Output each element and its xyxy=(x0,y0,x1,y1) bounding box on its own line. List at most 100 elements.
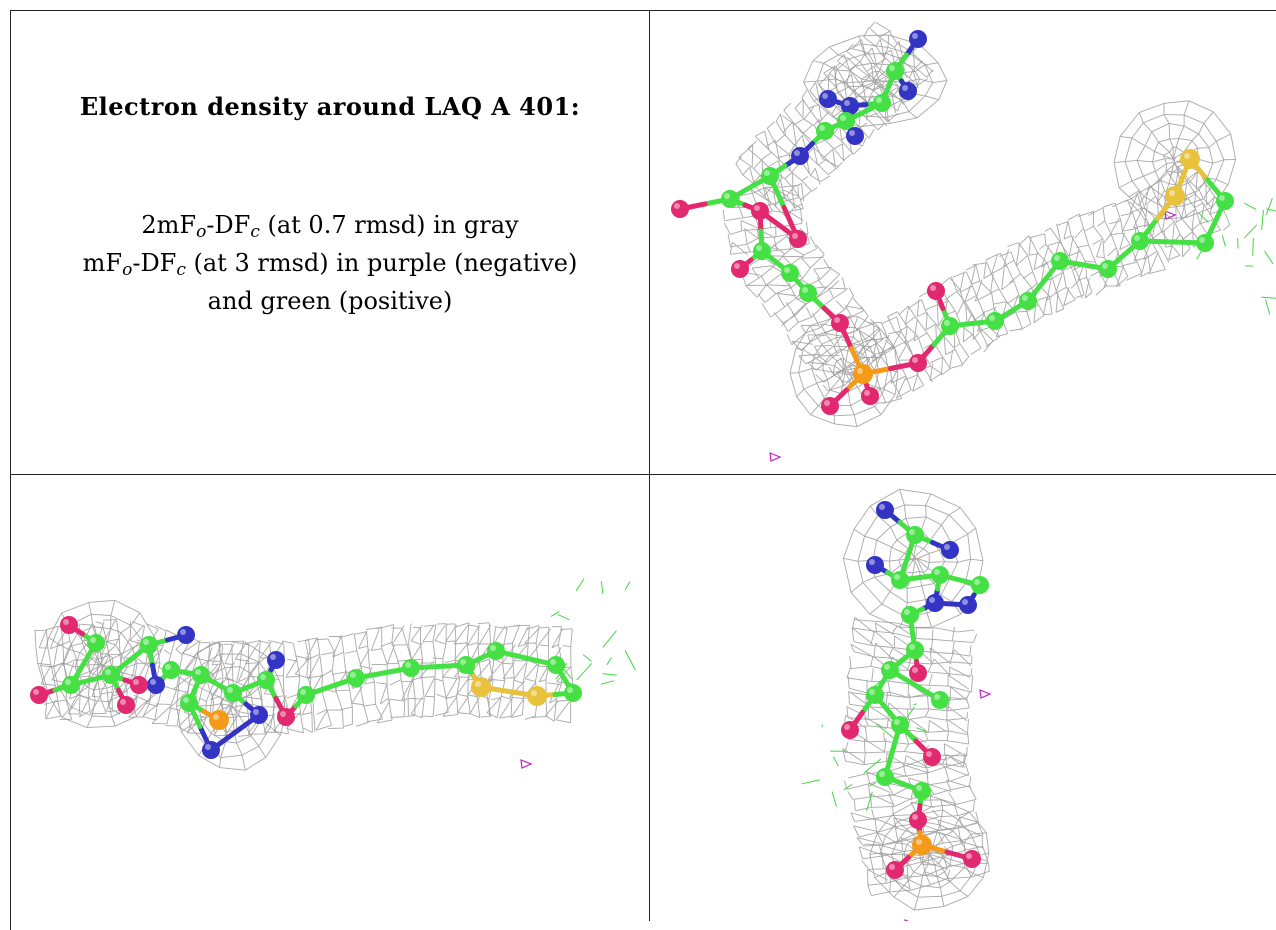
molecule-view-end xyxy=(650,475,1276,921)
atom-highlight xyxy=(889,864,895,870)
atom-c xyxy=(1099,260,1117,278)
atom-c xyxy=(1196,234,1214,252)
atom-o xyxy=(731,260,749,278)
atom-highlight xyxy=(944,320,950,326)
atom-n xyxy=(876,501,894,519)
atom-c xyxy=(162,661,180,679)
atom-n xyxy=(819,90,837,108)
negative-difference-mesh xyxy=(521,760,531,768)
atom-c xyxy=(87,634,105,652)
atom-c xyxy=(402,659,420,677)
atom-n xyxy=(846,127,864,145)
atom-c xyxy=(721,190,739,208)
atom-n xyxy=(177,626,195,644)
atom-c xyxy=(931,566,949,584)
atom-highlight xyxy=(754,205,760,211)
atom-highlight xyxy=(934,569,940,575)
atom-c xyxy=(891,571,909,589)
atom-highlight xyxy=(869,689,875,695)
atom-highlight xyxy=(819,125,825,131)
atom-highlight xyxy=(460,659,466,665)
atom-highlight xyxy=(280,711,286,717)
density-render-end xyxy=(650,475,1276,921)
atom-o xyxy=(909,811,927,829)
atom-n xyxy=(866,556,884,574)
atom-highlight xyxy=(195,669,201,675)
atom-c xyxy=(873,94,891,112)
atom-c xyxy=(102,666,120,684)
atom-n xyxy=(941,541,959,559)
atom-highlight xyxy=(1199,237,1205,243)
atom-highlight xyxy=(550,659,556,665)
atom-highlight xyxy=(864,390,870,396)
atom-o xyxy=(671,200,689,218)
atom-highlight xyxy=(1219,195,1225,201)
atom-c xyxy=(913,782,931,800)
atom-c xyxy=(487,642,505,660)
atom-c xyxy=(1131,232,1149,250)
atom-highlight xyxy=(876,97,882,103)
atom-highlight xyxy=(974,579,980,585)
atom-highlight xyxy=(180,629,186,635)
atom-group xyxy=(671,30,1234,415)
atom-s xyxy=(471,677,491,697)
negative-difference-mesh xyxy=(980,690,990,698)
atom-highlight xyxy=(834,317,840,323)
atom-c xyxy=(297,686,315,704)
atom-highlight xyxy=(531,690,537,696)
negative-difference-mesh xyxy=(770,453,780,461)
atom-highlight xyxy=(1102,263,1108,269)
atom-highlight xyxy=(674,203,680,209)
atom-c xyxy=(347,669,365,687)
atom-o xyxy=(117,696,135,714)
atom-c xyxy=(761,167,779,185)
atom-highlight xyxy=(840,115,846,121)
atom-n xyxy=(926,594,944,612)
atom-highlight xyxy=(894,574,900,580)
atom-c xyxy=(140,636,158,654)
atom-highlight xyxy=(889,65,895,71)
atom-highlight xyxy=(90,637,96,643)
atom-c xyxy=(906,526,924,544)
atom-s xyxy=(527,686,547,706)
atom-c xyxy=(886,62,904,80)
atom-highlight xyxy=(962,599,968,605)
atom-c xyxy=(941,317,959,335)
atom-highlight xyxy=(869,559,875,565)
atom-c xyxy=(866,686,884,704)
atom-highlight xyxy=(904,609,910,615)
atom-highlight xyxy=(1134,235,1140,241)
atom-c xyxy=(986,312,1004,330)
figure-grid: Electron density around LAQ A 401: 2mFo-… xyxy=(10,10,1276,930)
atom-highlight xyxy=(912,357,918,363)
atom-highlight xyxy=(65,679,71,685)
atom-o xyxy=(886,861,904,879)
legend-text: 2mFo-DFc (at 0.7 rmsd) in gray mFo-DFc (… xyxy=(11,206,649,320)
atom-highlight xyxy=(902,85,908,91)
atom-highlight xyxy=(930,285,936,291)
atom-c xyxy=(224,684,242,702)
atom-highlight xyxy=(894,719,900,725)
atom-highlight xyxy=(857,368,863,374)
atom-highlight xyxy=(253,709,259,715)
atom-p xyxy=(912,835,932,855)
atom-highlight xyxy=(884,664,890,670)
atom-c xyxy=(62,676,80,694)
atom-highlight xyxy=(849,130,855,136)
atom-highlight xyxy=(802,287,808,293)
atom-highlight xyxy=(844,100,850,106)
atom-c xyxy=(881,661,899,679)
negative-difference-mesh xyxy=(905,920,915,921)
atom-highlight xyxy=(912,814,918,820)
atom-highlight xyxy=(912,33,918,39)
legend-line-2mfo: 2mFo-DFc (at 0.7 rmsd) in gray xyxy=(11,206,649,244)
atom-highlight xyxy=(33,689,39,695)
atom-highlight xyxy=(1184,153,1190,159)
atom-highlight xyxy=(300,689,306,695)
atom-s xyxy=(1180,149,1200,169)
molecule-view-side xyxy=(11,475,649,921)
atom-highlight xyxy=(475,681,481,687)
atom-c xyxy=(876,768,894,786)
atom-highlight xyxy=(912,667,918,673)
atom-n xyxy=(267,651,285,669)
